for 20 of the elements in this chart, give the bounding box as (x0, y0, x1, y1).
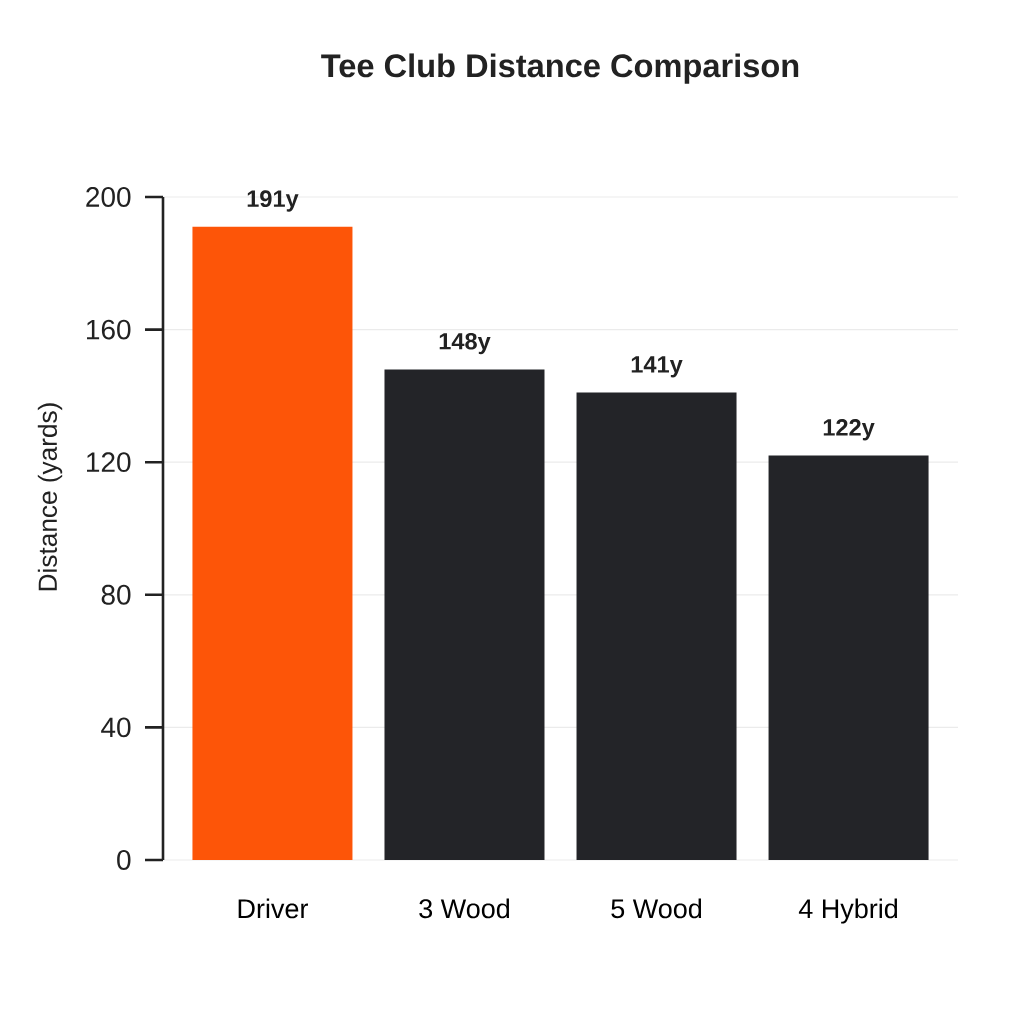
data-label: 191y (247, 190, 299, 212)
data-label: 141y (631, 356, 683, 378)
y-tick-label: 200 (86, 187, 131, 207)
y-tick-label: 120 (87, 452, 131, 473)
y-tick-label: 0 (117, 850, 131, 870)
x-tick-label: 3 Wood (419, 898, 510, 919)
x-tick-label: 5 Wood (611, 898, 702, 919)
y-tick-label: 40 (101, 717, 131, 738)
bar (576, 392, 737, 860)
y-tick-label: 160 (87, 319, 131, 340)
x-tick-label: Driver (238, 898, 308, 919)
y-axis-title: Distance (yards) (37, 403, 63, 591)
bar (192, 226, 353, 860)
chart-title: Tee Club Distance Comparison (321, 53, 799, 84)
y-tick-label: 80 (101, 584, 131, 605)
data-label: 148y (439, 332, 491, 355)
data-label: 122y (823, 419, 875, 441)
bar (768, 455, 929, 860)
x-tick-label: 4 Hybrid (798, 898, 898, 924)
bar (384, 369, 545, 860)
